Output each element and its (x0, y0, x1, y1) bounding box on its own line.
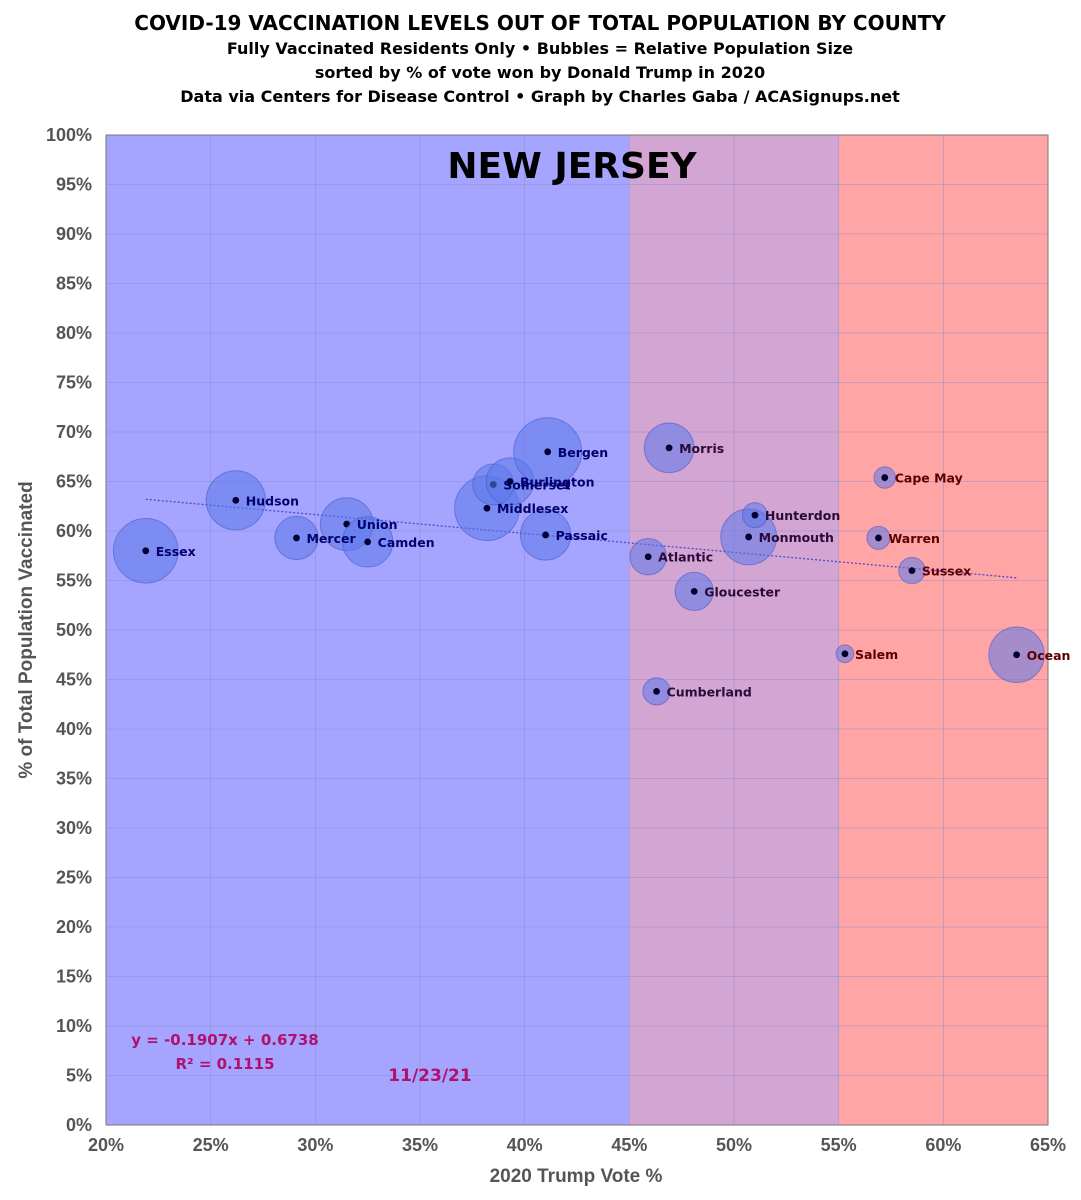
label-passaic: Passaic (556, 528, 608, 543)
label-morris: Morris (679, 441, 724, 456)
bubble-series (112, 417, 1045, 706)
y-tick-label: 65% (56, 472, 92, 492)
point-hudson (232, 496, 240, 504)
point-middlesex (483, 504, 491, 512)
state-title: NEW JERSEY (447, 146, 697, 187)
y-tick-label: 60% (56, 521, 92, 541)
label-middlesex: Middlesex (497, 501, 568, 516)
point-sussex (908, 567, 916, 574)
label-burlington: Burlington (520, 475, 594, 490)
point-morris (665, 444, 673, 452)
label-essex: Essex (156, 544, 196, 559)
x-tick-label: 20% (88, 1135, 124, 1155)
y-tick-label: 85% (56, 274, 92, 294)
x-tick-label: 45% (611, 1135, 647, 1155)
point-mercer (293, 534, 300, 542)
y-tick-label: 35% (56, 769, 92, 789)
y-tick-label: 90% (56, 224, 92, 244)
point-burlington (506, 478, 514, 485)
label-salem: Salem (855, 647, 898, 662)
y-tick-label: 25% (56, 868, 92, 888)
y-tick-label: 30% (56, 818, 92, 838)
y-tick-label: 95% (56, 175, 92, 195)
label-gloucester: Gloucester (704, 584, 781, 599)
y-tick-label: 100% (46, 125, 92, 145)
label-monmouth: Monmouth (759, 530, 834, 545)
chart-subtitle-sort: sorted by % of vote won by Donald Trump … (315, 63, 765, 82)
point-passaic (542, 531, 549, 539)
gridlines (105, 134, 1049, 1126)
point-essex (142, 547, 150, 555)
x-tick-label: 50% (716, 1135, 752, 1155)
point-camden (364, 538, 372, 546)
y-tick-label: 75% (56, 373, 92, 393)
x-tick-label: 30% (297, 1135, 333, 1155)
point-salem (841, 650, 849, 658)
chart-header: COVID-19 VACCINATION LEVELS OUT OF TOTAL… (134, 11, 946, 106)
date-annotation: 11/23/21 (388, 1066, 471, 1086)
point-hunterdon (751, 511, 759, 519)
label-mercer: Mercer (306, 531, 356, 546)
chart-subtitle-source: Data via Centers for Disease Control • G… (180, 87, 900, 106)
label-somerset: Somerset (503, 477, 570, 492)
point-cumberland (653, 687, 660, 695)
chart-subtitle-bubbles: Fully Vaccinated Residents Only • Bubble… (227, 39, 853, 58)
x-tick-label: 65% (1030, 1135, 1066, 1155)
trendline-equation: y = -0.1907x + 0.6738 (131, 1031, 318, 1049)
x-axis-title: 2020 Trump Vote % (490, 1166, 663, 1187)
chart-title: COVID-19 VACCINATION LEVELS OUT OF TOTAL… (134, 11, 946, 35)
label-ocean: Ocean (1027, 648, 1071, 663)
point-warren (875, 534, 882, 542)
label-hunterdon: Hunterdon (765, 508, 840, 523)
point-bergen (544, 448, 552, 456)
x-tick-label: 55% (821, 1135, 857, 1155)
y-tick-label: 0% (66, 1115, 92, 1135)
x-axis-ticks: 20% 25% 30% 35% 40% 45% 50% 55% 60% 65% (88, 1135, 1066, 1155)
label-camden: Camden (378, 535, 435, 550)
point-cape-may (881, 474, 889, 481)
y-tick-label: 40% (56, 719, 92, 739)
y-tick-label: 70% (56, 422, 92, 442)
point-atlantic (644, 553, 652, 561)
x-tick-label: 25% (193, 1135, 229, 1155)
y-axis-title: % of Total Population Vaccinated (16, 481, 37, 778)
y-tick-label: 10% (56, 1016, 92, 1036)
label-cumberland: Cumberland (667, 684, 752, 699)
trendline (145, 498, 1017, 579)
label-sussex: Sussex (922, 564, 971, 579)
label-hudson: Hudson (246, 493, 299, 508)
trendline-r-squared: R² = 0.1115 (175, 1055, 274, 1073)
x-tick-label: 60% (925, 1135, 961, 1155)
label-atlantic: Atlantic (658, 550, 713, 565)
label-bergen: Bergen (558, 445, 609, 460)
x-tick-label: 35% (402, 1135, 438, 1155)
y-tick-label: 55% (56, 571, 92, 591)
label-cape-may: Cape May (895, 471, 963, 486)
point-gloucester (690, 587, 698, 595)
y-tick-label: 5% (66, 1066, 92, 1086)
label-union: Union (357, 517, 398, 532)
y-tick-label: 45% (56, 670, 92, 690)
y-tick-label: 80% (56, 323, 92, 343)
plot-frame (105, 134, 1049, 1126)
y-axis-ticks: 0% 5% 10% 15% 20% 25% 30% 35% 40% 45% 50% 55% 60% 65%… (46, 125, 92, 1135)
y-tick-label: 15% (56, 967, 92, 987)
point-ocean (1013, 651, 1020, 659)
y-tick-label: 20% (56, 917, 92, 937)
x-tick-label: 40% (507, 1135, 543, 1155)
point-monmouth (745, 533, 753, 541)
y-tick-label: 50% (56, 620, 92, 640)
label-warren: Warren (888, 531, 939, 546)
